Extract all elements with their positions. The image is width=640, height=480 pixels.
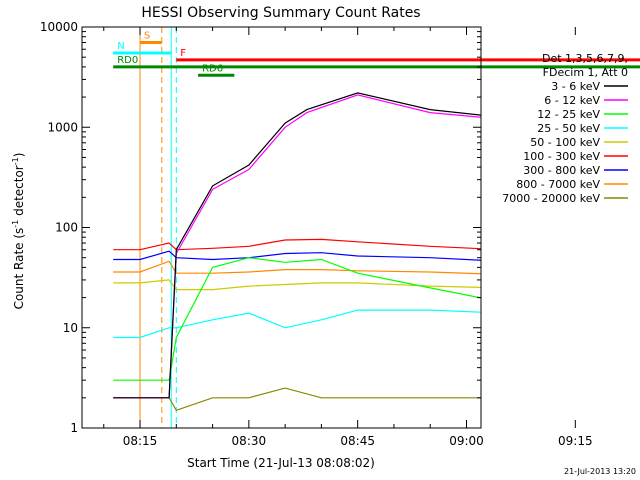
- legend-entry-label-8: 7000 - 20000 keV: [502, 192, 600, 205]
- y-tick-label: 10000: [40, 20, 78, 34]
- legend-header-0: Det 1,3,5,6,7,9,: [542, 52, 628, 65]
- series-line-1: [113, 94, 481, 399]
- y-axis-label: Count Rate (s-1 detector-1): [11, 153, 26, 310]
- x-tick-label: 09:15: [558, 434, 593, 448]
- legend: Det 1,3,5,6,7,9,FDecim 1, Att 03 - 6 keV…: [502, 52, 628, 205]
- axes: 1 10 100 1000 10000 08:15 08:30 08:45 09:00 09:15…: [40, 20, 593, 448]
- footer-timestamp: 21-Jul-2013 13:20: [564, 467, 636, 476]
- flag-label-4: RD0: [117, 55, 138, 66]
- series-line-0: [113, 92, 481, 399]
- series-line-3: [113, 309, 481, 339]
- plot-area: SNNFRD0RD0RD6: [113, 27, 640, 428]
- y-tick-label: 1: [70, 421, 78, 435]
- y-tick-label: 1000: [47, 120, 78, 134]
- flag-label-3: F: [180, 48, 186, 59]
- flag-label-1: N: [117, 41, 124, 52]
- y-tick-label: 100: [55, 221, 78, 235]
- legend-entry-label-0: 3 - 6 keV: [551, 80, 600, 93]
- y-tick-label: 10: [63, 321, 78, 335]
- y-axis-label-sup2: -1: [11, 157, 20, 165]
- series-line-5: [113, 238, 481, 251]
- x-tick-label: 08:30: [232, 434, 267, 448]
- x-tick-label: 09:00: [449, 434, 484, 448]
- svg-text:Count Rate (s-1 detector-1): Count Rate (s-1 detector-1): [11, 153, 26, 310]
- legend-entry-label-3: 25 - 50 keV: [537, 122, 600, 135]
- legend-entry-label-5: 100 - 300 keV: [523, 150, 600, 163]
- legend-header-1: FDecim 1, Att 0: [543, 66, 628, 79]
- y-axis-label-main: Count Rate (s: [12, 228, 26, 310]
- chart-title: HESSI Observing Summary Count Rates: [141, 5, 420, 21]
- y-axis-label-end: ): [12, 153, 26, 158]
- x-tick-label: 08:15: [123, 434, 158, 448]
- series-line-6: [113, 250, 481, 261]
- legend-entry-label-7: 800 - 7000 keV: [516, 178, 600, 191]
- series-line-2: [113, 257, 481, 381]
- legend-entry-label-1: 6 - 12 keV: [544, 94, 600, 107]
- x-axis-label: Start Time (21-Jul-13 08:08:02): [187, 456, 375, 470]
- series-line-8: [113, 387, 481, 412]
- y-axis-label-mid: detector: [12, 165, 26, 220]
- legend-entry-label-6: 300 - 800 keV: [523, 164, 600, 177]
- series-group: [113, 92, 481, 412]
- flag-label-6: RD6: [202, 63, 223, 74]
- flag-label-0: S: [144, 31, 150, 42]
- y-axis-label-sup1: -1: [11, 220, 20, 228]
- x-tick-label: 08:45: [340, 434, 375, 448]
- legend-entry-label-4: 50 - 100 keV: [530, 136, 600, 149]
- legend-entry-label-2: 12 - 25 keV: [537, 108, 600, 121]
